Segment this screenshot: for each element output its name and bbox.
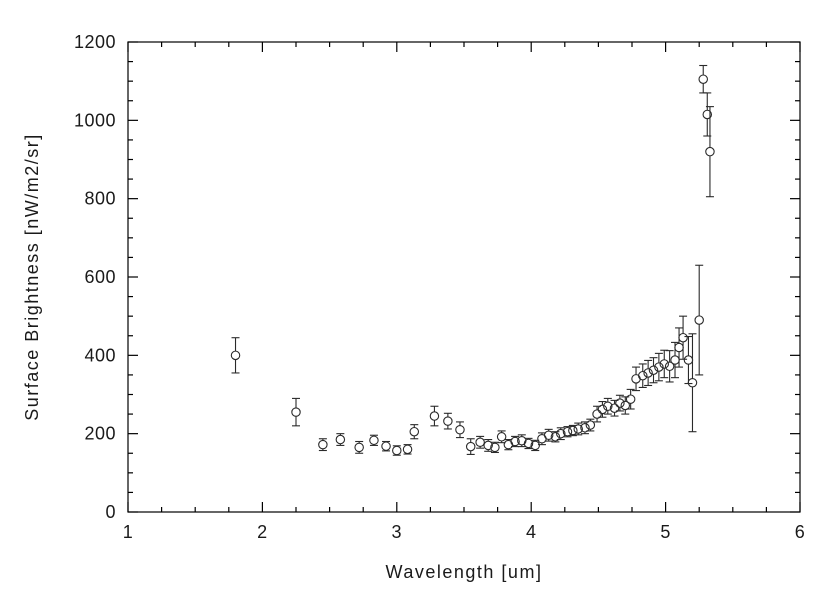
y-tick-label: 200 bbox=[84, 424, 116, 444]
data-point bbox=[291, 397, 301, 427]
data-point bbox=[664, 350, 675, 383]
data-point bbox=[638, 363, 648, 389]
data-point bbox=[392, 445, 402, 456]
data-point bbox=[597, 400, 608, 418]
x-tick-label: 1 bbox=[123, 522, 134, 542]
data-point bbox=[683, 335, 694, 385]
data-point bbox=[573, 422, 583, 436]
y-tick-label: 0 bbox=[105, 502, 116, 522]
data-point bbox=[543, 428, 554, 442]
tick-labels: 1 2 3 4 5 6 0 200 400 600 800 1000 1200 bbox=[74, 32, 805, 542]
data-point bbox=[556, 427, 566, 441]
data-point bbox=[381, 440, 391, 452]
data-point bbox=[335, 433, 346, 446]
data-point bbox=[483, 438, 493, 452]
y-tick-label: 1200 bbox=[74, 32, 116, 52]
data-point bbox=[318, 438, 328, 452]
data-point bbox=[648, 357, 659, 384]
data-point bbox=[643, 359, 653, 387]
x-axis-title: Wavelength [um] bbox=[386, 562, 543, 582]
data-point bbox=[429, 405, 440, 427]
y-axis-title: Surface Brightness [nW/m2/sr] bbox=[22, 133, 42, 421]
x-tick-label: 2 bbox=[257, 522, 268, 542]
data-point bbox=[523, 437, 534, 450]
data-point bbox=[230, 337, 241, 374]
data-point bbox=[402, 444, 413, 455]
data-point bbox=[609, 399, 620, 417]
data-series bbox=[230, 64, 715, 456]
y-tick-label: 1000 bbox=[74, 110, 116, 130]
data-point bbox=[698, 64, 708, 94]
data-point bbox=[694, 264, 704, 376]
x-tick-label: 3 bbox=[392, 522, 403, 542]
data-point bbox=[369, 434, 379, 446]
data-point bbox=[687, 333, 698, 433]
data-point bbox=[490, 441, 500, 454]
data-point bbox=[550, 431, 561, 443]
data-point bbox=[465, 438, 476, 455]
data-point bbox=[496, 430, 507, 444]
axis-ticks bbox=[127, 41, 801, 513]
y-tick-label: 800 bbox=[84, 189, 116, 209]
data-point bbox=[409, 424, 420, 440]
data-point bbox=[562, 426, 573, 438]
data-point bbox=[615, 394, 625, 412]
data-point bbox=[443, 412, 453, 430]
data-point bbox=[510, 435, 520, 448]
data-point bbox=[654, 352, 664, 382]
data-point bbox=[585, 418, 596, 432]
x-tick-label: 6 bbox=[795, 522, 806, 542]
data-point bbox=[568, 424, 578, 437]
data-point bbox=[455, 421, 465, 439]
y-tick-label: 600 bbox=[84, 267, 116, 287]
y-tick-label: 400 bbox=[84, 345, 116, 365]
data-point bbox=[603, 397, 613, 415]
data-point bbox=[625, 388, 636, 410]
x-tick-label: 5 bbox=[660, 522, 671, 542]
data-point bbox=[705, 106, 715, 198]
data-point bbox=[517, 434, 527, 448]
data-point bbox=[354, 440, 364, 454]
data-point bbox=[620, 396, 631, 415]
data-point bbox=[678, 315, 688, 360]
data-point bbox=[475, 435, 485, 449]
data-point bbox=[592, 405, 602, 423]
data-point bbox=[580, 421, 590, 435]
x-tick-label: 4 bbox=[526, 522, 537, 542]
